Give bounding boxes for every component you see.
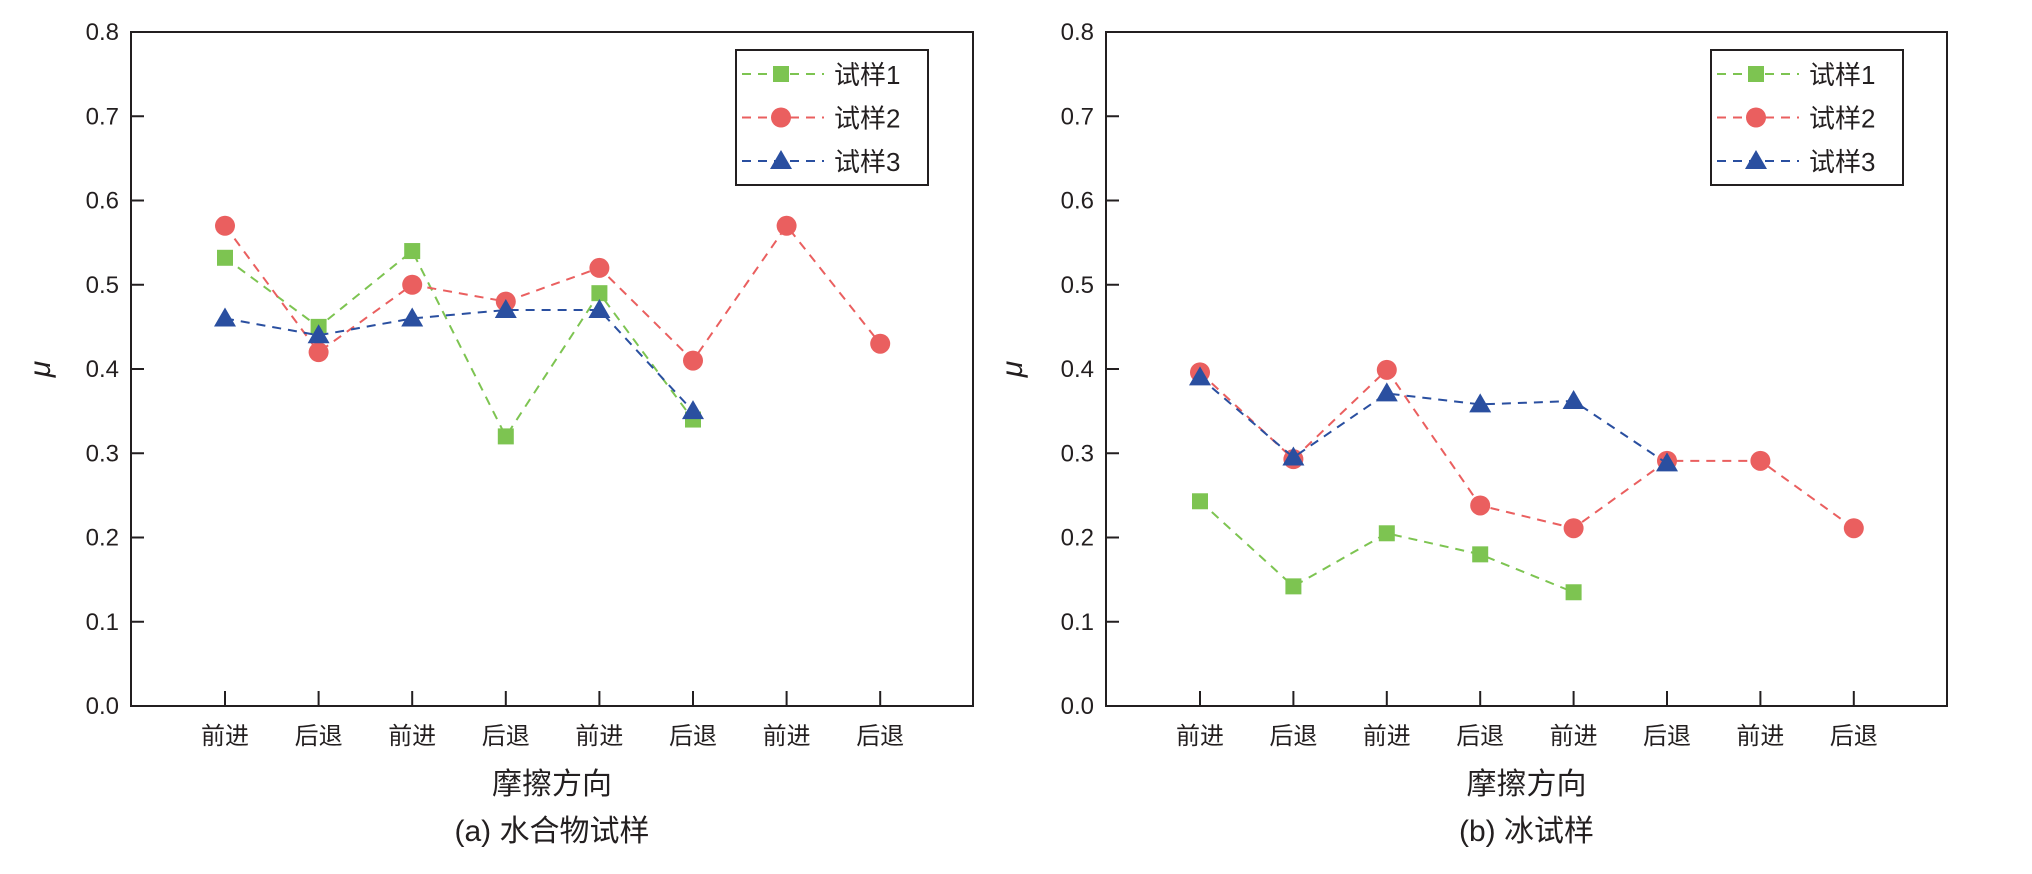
y-tick-label: 0.0 xyxy=(86,693,119,720)
series-1-point xyxy=(591,285,608,302)
x-tick-label: 前进 xyxy=(763,723,811,750)
y-tick-label: 0.5 xyxy=(86,272,119,299)
series-3-point xyxy=(1469,393,1492,413)
series-2-point xyxy=(402,274,423,295)
series-2-point xyxy=(1750,450,1771,471)
x-axis-label: 摩擦方向 xyxy=(492,768,612,801)
series-3-point xyxy=(1282,446,1305,466)
legend-marker xyxy=(770,150,792,169)
series-1-point xyxy=(1192,493,1208,510)
y-tick-label: 0.3 xyxy=(86,440,119,467)
y-tick-label: 0.4 xyxy=(86,356,119,383)
series-3-point xyxy=(1656,452,1678,472)
chart-caption: (a) 水合物试样 xyxy=(455,815,650,848)
legend-label: 试样3 xyxy=(1809,147,1875,177)
x-tick-label: 后退 xyxy=(1830,723,1878,750)
series-1-point xyxy=(404,243,421,260)
y-axis-label: μ xyxy=(24,361,57,378)
y-tick-label: 0.4 xyxy=(1061,356,1094,383)
y-tick-label: 0.7 xyxy=(1061,103,1094,130)
series-3-point xyxy=(682,400,704,420)
y-tick-label: 0.5 xyxy=(1061,272,1094,299)
x-tick-label: 后退 xyxy=(856,723,904,750)
x-tick-label: 前进 xyxy=(575,723,623,750)
y-axis-label: μ xyxy=(996,361,1029,378)
series-1-point xyxy=(497,428,514,445)
series-2-point xyxy=(683,350,703,371)
y-tick-label: 0.2 xyxy=(86,525,119,552)
x-tick-label: 前进 xyxy=(1176,723,1224,750)
x-tick-label: 前进 xyxy=(1363,723,1411,750)
legend: 试样1 试样2 试样3 xyxy=(1710,49,1904,186)
y-tick-label: 0.6 xyxy=(86,188,119,215)
chart-b-ice: 0.0 0.1 0.2 0.3 0.4 0.5 0.6 0.7 0.8 前进 后退 前进 后退 前进 后退 前… xyxy=(996,19,1948,848)
legend-marker xyxy=(1748,66,1764,82)
series-2-point xyxy=(1843,518,1864,539)
y-tick-label: 0.0 xyxy=(1061,693,1094,720)
x-tick-label: 前进 xyxy=(1736,723,1784,750)
x-tick-label: 前进 xyxy=(1550,723,1598,750)
legend-box xyxy=(1710,49,1904,186)
series-1-line xyxy=(224,249,694,439)
x-tick-label: 后退 xyxy=(482,723,530,750)
legend-label: 试样3 xyxy=(834,147,900,177)
series-3-point xyxy=(494,299,517,319)
series-3-point xyxy=(1375,382,1398,402)
series-2-point xyxy=(776,215,797,236)
series-1-point xyxy=(217,249,233,266)
series-1-line xyxy=(1199,500,1574,594)
series-2-point xyxy=(1470,495,1491,516)
series-1-point xyxy=(1472,546,1489,563)
legend: 试样1 试样2 试样3 xyxy=(735,49,929,186)
series-3-point xyxy=(1189,366,1211,386)
legend-label: 试样2 xyxy=(1809,104,1875,134)
series-1-point xyxy=(1285,578,1302,595)
y-tick-label: 0.8 xyxy=(1061,19,1094,46)
x-tick-label: 后退 xyxy=(1269,723,1317,750)
series-3-point xyxy=(401,307,424,327)
series-2-point xyxy=(1563,518,1584,539)
series-2-point xyxy=(870,333,891,354)
legend-label: 试样2 xyxy=(834,104,900,134)
y-tick-label: 0.3 xyxy=(1061,440,1094,467)
series-3-point xyxy=(214,307,236,327)
series-3-point xyxy=(307,324,330,344)
y-tick-label: 0.1 xyxy=(1061,609,1094,636)
legend-marker xyxy=(1745,150,1767,169)
legend-box xyxy=(735,49,929,186)
legend-label: 试样1 xyxy=(1809,60,1875,90)
chart-caption: (b) 冰试样 xyxy=(1459,815,1594,848)
x-tick-label: 后退 xyxy=(295,723,343,750)
y-tick-label: 0.1 xyxy=(86,609,119,636)
series-1-point xyxy=(1565,584,1582,601)
series-2-point xyxy=(1376,359,1397,380)
series-3-line xyxy=(224,309,694,412)
series-3-point xyxy=(1562,390,1585,410)
y-tick-label: 0.7 xyxy=(86,103,119,130)
legend-marker xyxy=(1746,107,1766,128)
series-2-point xyxy=(589,257,610,278)
legend-marker xyxy=(771,107,791,128)
x-tick-label: 前进 xyxy=(201,723,249,750)
series-2-line xyxy=(224,224,881,363)
x-axis-label: 摩擦方向 xyxy=(1467,768,1587,801)
series-1-point xyxy=(1378,525,1395,542)
series-2-point xyxy=(308,342,329,363)
x-tick-label: 后退 xyxy=(1643,723,1691,750)
x-tick-label: 后退 xyxy=(669,723,717,750)
x-tick-label: 后退 xyxy=(1456,723,1504,750)
y-tick-label: 0.6 xyxy=(1061,188,1094,215)
y-tick-label: 0.8 xyxy=(86,19,119,46)
x-tick-label: 前进 xyxy=(388,723,436,750)
series-3-point xyxy=(588,299,611,319)
chart-a-hydrate: 0.0 0.1 0.2 0.3 0.4 0.5 0.6 0.7 0.8 前进 后退 前进 后退 前进 后退 前… xyxy=(24,19,974,848)
series-2-point xyxy=(215,215,235,236)
y-tick-label: 0.2 xyxy=(1061,525,1094,552)
legend-marker xyxy=(773,66,789,82)
series-3-line xyxy=(1199,376,1668,465)
series-2-line xyxy=(1199,368,1855,530)
legend-label: 试样1 xyxy=(834,60,900,90)
